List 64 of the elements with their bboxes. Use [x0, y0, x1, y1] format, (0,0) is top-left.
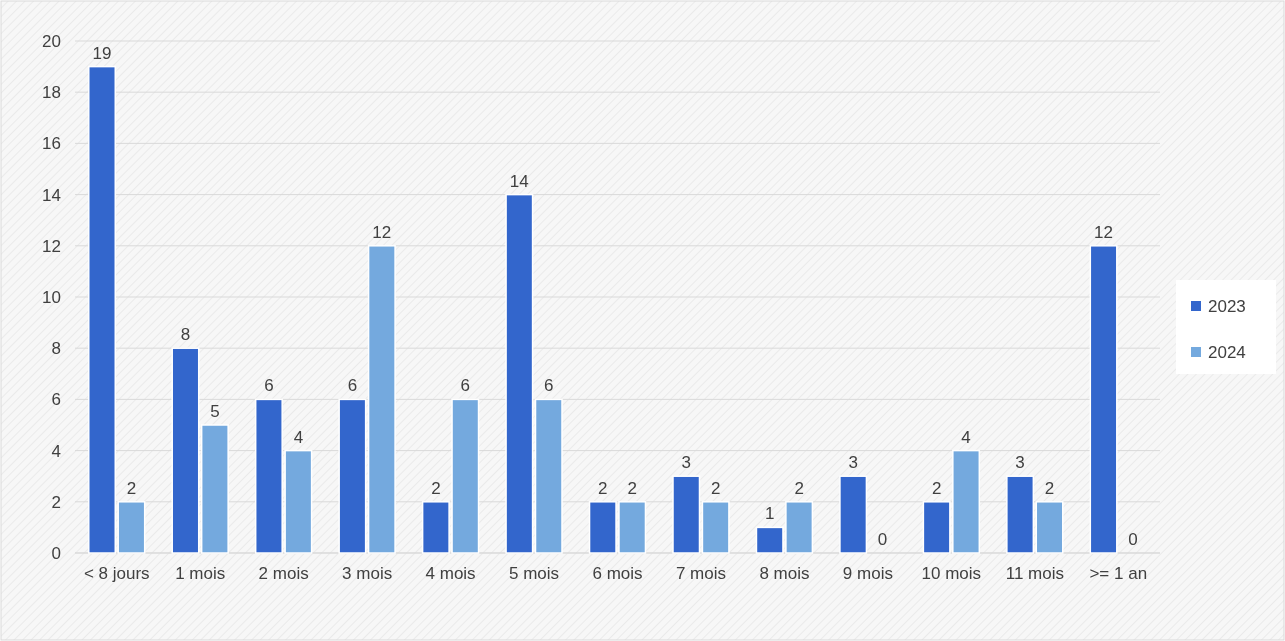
x-tick-label: 2 mois — [258, 564, 309, 584]
data-label: 6 — [347, 376, 358, 396]
data-label: 12 — [1094, 222, 1114, 242]
y-tick-label: 18 — [42, 83, 61, 103]
data-label: 12 — [372, 222, 392, 242]
data-label: 3 — [1015, 453, 1025, 473]
x-tick-label: 7 mois — [675, 564, 726, 584]
data-label: 2 — [1044, 478, 1055, 498]
legend-label: 2023 — [1208, 297, 1246, 316]
data-label: 1 — [764, 504, 775, 524]
data-label: 2 — [126, 478, 137, 498]
data-label: 0 — [1128, 530, 1138, 549]
x-tick-label: 1 mois — [175, 564, 226, 584]
data-label: 3 — [848, 453, 858, 473]
data-label: 6 — [264, 376, 274, 396]
data-label: 0 — [877, 530, 888, 549]
legend-label: 2024 — [1208, 343, 1246, 362]
y-tick-label: 20 — [42, 31, 61, 51]
bar — [672, 475, 701, 554]
bar — [1035, 501, 1064, 554]
bar — [839, 475, 868, 554]
x-tick-label: 8 mois — [759, 564, 810, 584]
bar — [338, 398, 367, 554]
data-label: 2 — [710, 478, 721, 498]
data-label: 19 — [92, 43, 112, 63]
data-label: 2 — [931, 478, 942, 498]
data-label: 6 — [460, 376, 471, 396]
y-tick-label: 16 — [42, 134, 61, 154]
bar — [1089, 245, 1118, 554]
bar — [171, 347, 200, 554]
data-label: 2 — [627, 478, 637, 498]
data-label: 14 — [509, 171, 529, 191]
data-label: 4 — [961, 427, 971, 447]
bar — [200, 424, 229, 554]
bar — [701, 501, 730, 554]
x-tick-label: 6 mois — [592, 564, 643, 584]
y-tick-label: 8 — [51, 339, 61, 359]
data-label: 4 — [293, 427, 304, 447]
x-tick-label: >= 1 an — [1089, 564, 1148, 584]
y-tick-label: 6 — [51, 390, 61, 410]
data-label: 2 — [794, 478, 804, 498]
y-tick-label: 12 — [42, 236, 61, 256]
y-tick-label: 2 — [51, 492, 61, 512]
y-tick-label: 0 — [51, 543, 61, 563]
bar — [367, 245, 396, 554]
data-label: 3 — [681, 453, 691, 473]
x-tick-label: 10 mois — [921, 564, 982, 584]
data-label: 8 — [180, 325, 191, 345]
bar — [534, 398, 563, 554]
y-tick-label: 14 — [42, 185, 61, 205]
data-label: 2 — [598, 478, 608, 498]
bar — [505, 193, 534, 554]
y-tick-label: 4 — [51, 441, 61, 461]
x-tick-label: 3 mois — [342, 564, 393, 584]
x-tick-label: 5 mois — [509, 564, 560, 584]
y-tick-label: 10 — [42, 287, 61, 307]
data-label: 5 — [210, 402, 220, 421]
x-tick-label: < 8 jours — [83, 564, 150, 584]
x-tick-label: 9 mois — [842, 564, 893, 584]
x-tick-label: 11 mois — [1005, 564, 1064, 584]
x-tick-label: 4 mois — [425, 564, 476, 584]
bar — [1006, 475, 1035, 554]
data-label: 2 — [431, 478, 441, 498]
data-label: 6 — [544, 376, 554, 396]
